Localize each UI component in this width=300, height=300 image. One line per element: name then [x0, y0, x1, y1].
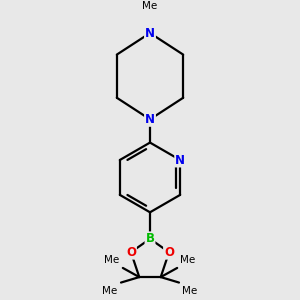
Text: O: O — [126, 246, 136, 259]
Text: B: B — [146, 232, 154, 245]
Text: Me: Me — [142, 1, 158, 10]
Text: N: N — [175, 154, 185, 166]
Text: O: O — [164, 246, 174, 259]
Text: N: N — [145, 113, 155, 126]
Text: Me: Me — [181, 255, 196, 265]
Text: Me: Me — [104, 255, 119, 265]
Text: N: N — [145, 26, 155, 40]
Text: Me: Me — [182, 286, 198, 296]
Text: Me: Me — [102, 286, 118, 296]
